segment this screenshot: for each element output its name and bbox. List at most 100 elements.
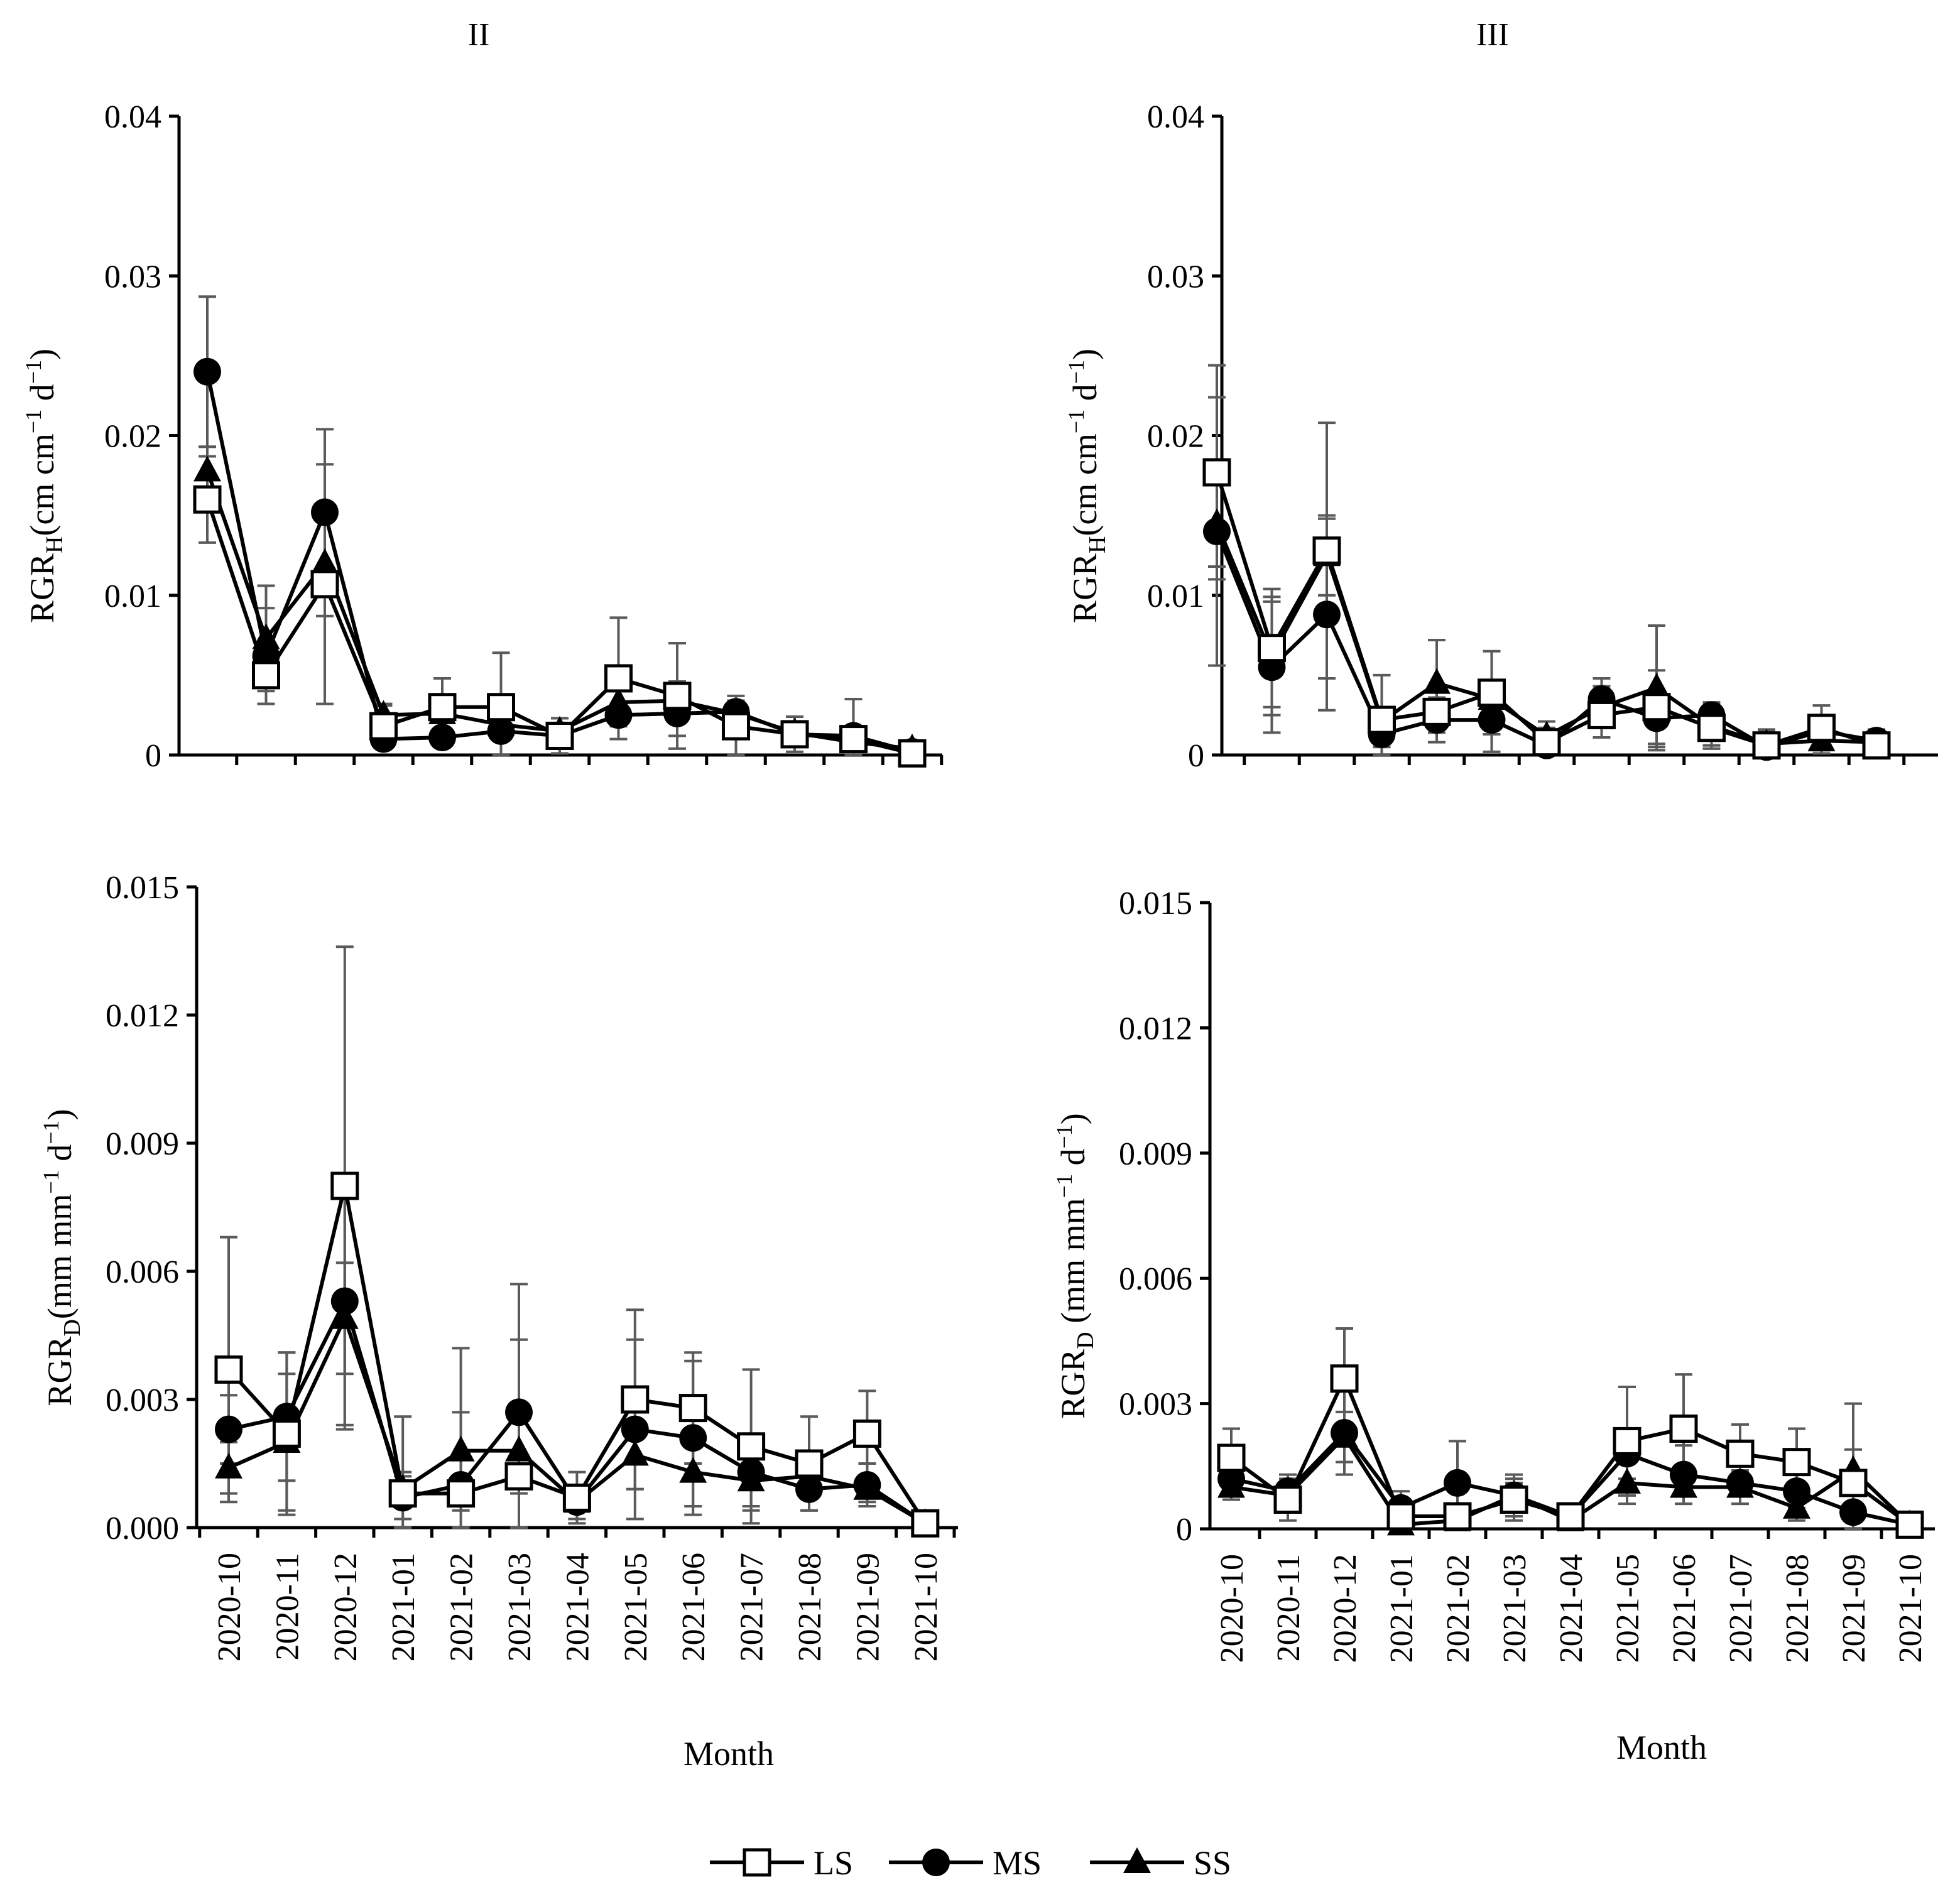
x-tick-label: 2021-02 — [1440, 1554, 1476, 1663]
panel-title: III — [1476, 17, 1509, 53]
data-point-MS — [487, 717, 515, 745]
x-tick-label: 2021-06 — [1667, 1554, 1702, 1663]
ylabel-superscript: −1 — [38, 1170, 63, 1193]
ylabel-subscript: D — [1072, 1332, 1099, 1349]
legend-label-MS: MS — [993, 1844, 1042, 1882]
data-point-LS — [330, 1171, 359, 1200]
data-point-LS — [1752, 731, 1781, 760]
y-tick-label: 0.000 — [106, 1511, 179, 1546]
y-axis-title: RGRH(cm cm−1 d−1) — [1064, 349, 1111, 623]
ylabel-unit: (mm mm — [1054, 1198, 1092, 1332]
x-tick-label: 2021-04 — [1554, 1554, 1589, 1663]
y-tick-label: 0.04 — [104, 99, 161, 135]
ylabel-paren: ) — [1066, 349, 1104, 360]
data-point-LS — [722, 712, 750, 741]
data-point-LS — [1839, 1469, 1868, 1497]
data-point-LS — [1807, 714, 1836, 742]
data-point-LS — [1782, 1448, 1811, 1477]
x-tick-label: 2021-03 — [1497, 1554, 1533, 1663]
data-point-LS — [1862, 731, 1891, 760]
y-tick-label: 0.015 — [106, 870, 179, 906]
data-point-MS — [1444, 1469, 1471, 1497]
data-point-LS — [1895, 1510, 1924, 1539]
legend-marker-LS — [743, 1848, 771, 1877]
ylabel-subscript: H — [41, 536, 68, 553]
data-point-LS — [214, 1355, 243, 1384]
data-point-SS — [311, 548, 339, 574]
data-point-SS — [330, 1303, 359, 1329]
data-point-MS — [311, 498, 339, 526]
ylabel-superscript: −1 — [21, 410, 46, 433]
ylabel-base: RGR — [1066, 553, 1104, 623]
panel-title: II — [468, 17, 490, 53]
y-tick-label: 0.006 — [1119, 1261, 1192, 1297]
data-point-LS — [1478, 678, 1506, 707]
y-axis-title: RGRH(cm cm−1 d−1) — [21, 349, 68, 623]
ylabel-paren: ) — [1054, 1113, 1092, 1124]
y-tick-label: 0.02 — [1147, 419, 1204, 455]
data-point-LS — [780, 720, 809, 749]
data-point-SS — [193, 455, 221, 482]
ylabel-paren: ) — [23, 349, 61, 360]
y-tick-label: 0.01 — [104, 579, 161, 614]
series-line-MS — [205, 371, 913, 754]
ylabel-superscript: −1 — [21, 360, 46, 384]
data-point-MS — [1670, 1460, 1697, 1489]
data-point-MS — [1203, 518, 1231, 546]
legend-marker-MS — [922, 1849, 950, 1876]
data-point-MS — [604, 701, 633, 729]
x-tick-label: 2020-12 — [328, 1553, 364, 1661]
data-point-MS — [428, 724, 456, 752]
x-tick-label: 2020-12 — [1327, 1554, 1363, 1663]
data-point-MS — [505, 1398, 533, 1426]
data-point-LS — [252, 661, 280, 690]
data-point-LS — [1556, 1502, 1585, 1531]
data-point-LS — [1532, 728, 1561, 757]
y-tick-label: 0.01 — [1147, 579, 1204, 614]
data-point-LS — [911, 1509, 940, 1538]
data-point-SS — [679, 1457, 707, 1483]
data-point-LS — [1273, 1485, 1302, 1514]
y-tick-label: 0.03 — [104, 259, 161, 295]
data-point-MS — [737, 1458, 765, 1486]
data-point-LS — [369, 712, 398, 741]
ylabel-superscript: −1 — [38, 1120, 63, 1144]
y-tick-label: 0.003 — [1119, 1387, 1192, 1423]
x-tick-label: 2021-06 — [676, 1553, 712, 1661]
x-tick-label: 2021-07 — [1723, 1554, 1759, 1663]
data-point-LS — [1386, 1502, 1415, 1531]
y-tick-label: 0.03 — [1147, 259, 1204, 295]
x-axis-title: Month — [1616, 1729, 1707, 1766]
data-point-LS — [678, 1394, 707, 1423]
data-point-LS — [1642, 693, 1671, 722]
x-tick-label: 2020-11 — [270, 1553, 305, 1660]
ylabel-superscript: −1 — [1052, 1174, 1077, 1198]
data-point-MS — [1313, 600, 1341, 629]
data-point-LS — [310, 570, 339, 599]
data-point-LS — [1726, 1439, 1755, 1468]
data-point-LS — [839, 725, 868, 754]
data-point-LS — [388, 1479, 417, 1508]
x-tick-label: 2021-09 — [850, 1553, 886, 1661]
data-point-SS — [1423, 668, 1451, 694]
data-point-LS — [447, 1479, 476, 1508]
x-tick-label: 2020-11 — [1271, 1554, 1307, 1661]
y-tick-label: 0.006 — [106, 1254, 179, 1290]
y-tick-label: 0.009 — [106, 1126, 179, 1162]
data-point-LS — [898, 739, 927, 768]
data-point-MS — [1783, 1477, 1810, 1506]
legend-marker-SS — [1123, 1847, 1151, 1873]
chart-panel-III-diameter: 0 0.003 0.006 0.009 0.012 0.015 2020-10 2020-11… — [1052, 886, 1935, 1766]
data-point-LS — [795, 1449, 824, 1478]
y-tick-label: 0.009 — [1119, 1136, 1192, 1172]
data-point-LS — [1613, 1426, 1642, 1455]
data-point-SS — [1613, 1467, 1641, 1494]
ylabel-paren: ) — [41, 1109, 79, 1120]
data-point-SS — [1783, 1492, 1810, 1519]
ylabel-base: RGR — [41, 1337, 79, 1406]
data-point-LS — [272, 1419, 301, 1448]
data-point-MS — [795, 1475, 823, 1503]
data-point-MS — [853, 1471, 881, 1499]
